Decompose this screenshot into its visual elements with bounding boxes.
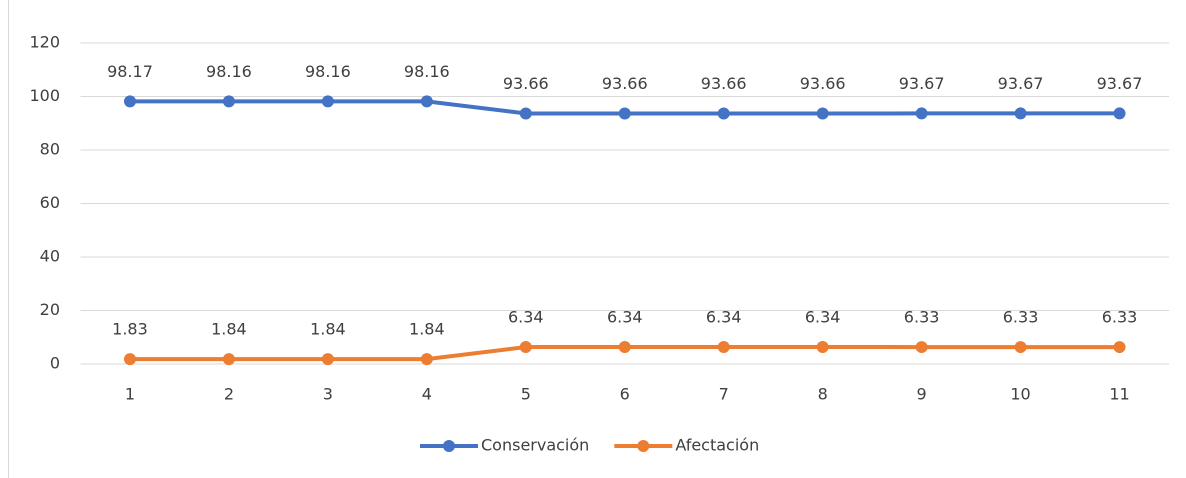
y-tick-label: 100 [29, 86, 60, 105]
legend-marker [443, 440, 455, 452]
data-label: 1.83 [112, 320, 148, 339]
data-label: 6.33 [1003, 308, 1039, 327]
data-label: 6.33 [904, 308, 940, 327]
y-tick-label: 0 [50, 354, 60, 373]
point [222, 95, 235, 108]
legend-label: Conservación [481, 436, 589, 455]
data-label: 6.34 [607, 308, 643, 327]
data-label: 1.84 [211, 320, 247, 339]
point [1014, 341, 1027, 354]
point [1113, 107, 1126, 120]
point [1113, 341, 1126, 354]
point [1014, 107, 1027, 120]
point [123, 353, 136, 366]
point [519, 107, 532, 120]
x-tick-label: 9 [917, 385, 927, 404]
point [321, 353, 334, 366]
x-tick-label: 11 [1109, 385, 1129, 404]
legend-label: Afectación [675, 436, 759, 455]
data-label: 93.66 [800, 74, 846, 93]
point [816, 107, 829, 120]
point [222, 353, 235, 366]
point [123, 95, 136, 108]
data-label: 1.84 [409, 320, 445, 339]
data-label: 6.34 [706, 308, 742, 327]
data-label: 6.33 [1102, 308, 1138, 327]
data-label: 6.34 [508, 308, 544, 327]
y-tick-label: 40 [40, 247, 60, 266]
point [321, 95, 334, 108]
point [420, 353, 433, 366]
y-tick-label: 20 [40, 300, 60, 319]
data-label: 98.16 [305, 62, 351, 81]
data-label: 93.66 [701, 74, 747, 93]
y-tick-label: 120 [29, 33, 60, 52]
legend-marker [637, 440, 650, 452]
data-label: 98.16 [206, 62, 252, 81]
y-tick-label: 80 [40, 140, 60, 159]
x-tick-label: 1 [125, 385, 135, 404]
y-tick-label: 60 [40, 193, 60, 212]
x-tick-label: 5 [521, 385, 531, 404]
x-tick-label: 4 [422, 385, 432, 404]
data-label: 93.66 [602, 74, 648, 93]
point [717, 107, 730, 120]
x-tick-label: 8 [818, 385, 828, 404]
data-label: 98.16 [404, 62, 450, 81]
point [420, 95, 433, 108]
data-label: 1.84 [310, 320, 346, 339]
point [618, 341, 631, 354]
data-label: 93.67 [998, 74, 1044, 93]
x-tick-label: 6 [620, 385, 630, 404]
x-tick-label: 7 [719, 385, 729, 404]
point [915, 341, 928, 354]
point [915, 107, 928, 120]
point [519, 341, 532, 354]
x-tick-label: 10 [1010, 385, 1030, 404]
point [717, 341, 730, 354]
data-label: 93.67 [899, 74, 945, 93]
point [618, 107, 631, 120]
point [816, 341, 829, 354]
x-tick-label: 2 [224, 385, 234, 404]
data-label: 93.66 [503, 74, 549, 93]
data-label: 6.34 [805, 308, 841, 327]
data-label: 93.67 [1097, 74, 1143, 93]
x-tick-label: 3 [323, 385, 333, 404]
data-label: 98.17 [107, 62, 153, 81]
